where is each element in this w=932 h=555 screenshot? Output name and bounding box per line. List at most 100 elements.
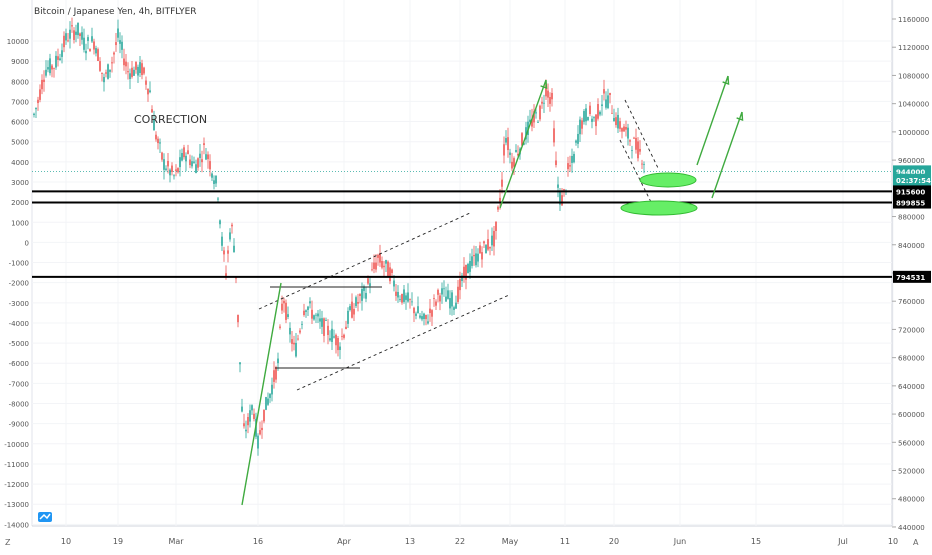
candle-body	[389, 267, 391, 282]
left-tick-label: 9000	[11, 58, 29, 66]
candle-body	[463, 266, 465, 277]
candle-body	[53, 68, 55, 70]
candle-body	[469, 261, 471, 272]
candle-body	[471, 256, 473, 266]
candle-body	[525, 127, 527, 140]
candle-body	[313, 315, 315, 320]
candle-body	[339, 346, 341, 350]
candle-body	[43, 79, 45, 82]
candle-body	[609, 92, 611, 95]
candle-body	[489, 246, 491, 249]
candle-body	[115, 42, 117, 46]
left-tick-label: -6000	[9, 360, 29, 368]
candle-body	[325, 320, 327, 322]
candle-body	[203, 143, 205, 146]
candle-body	[361, 288, 363, 301]
right-axis[interactable]: 1160000 1120000 1080000 1040000 1000000 96000…	[892, 16, 931, 532]
candle-body	[563, 189, 565, 191]
candle-body	[293, 342, 295, 345]
candle-body	[359, 294, 361, 296]
candle-body	[85, 50, 87, 54]
timezone-corner-label[interactable]: Z	[5, 538, 11, 547]
candle-body	[403, 289, 405, 302]
candle-body	[101, 72, 103, 74]
candle-body	[321, 318, 323, 327]
candle-body	[39, 89, 41, 100]
left-tick-label: -13000	[4, 501, 29, 509]
candle-body	[569, 165, 571, 167]
projection-arrow	[711, 111, 743, 199]
candle-body	[497, 206, 499, 210]
candle-body	[225, 273, 227, 278]
candle-body	[365, 292, 367, 299]
candle-body	[229, 232, 231, 240]
price-label-text: 899855	[896, 200, 925, 208]
time-tick-label: 19	[113, 537, 123, 546]
price-label-text: 02:37:54	[896, 177, 931, 185]
candle-body	[417, 306, 419, 314]
candle-body	[171, 165, 173, 172]
candle-body	[605, 99, 607, 108]
candle-body	[113, 52, 115, 55]
candle-body	[331, 328, 333, 342]
candle-body	[619, 121, 621, 129]
candle-body	[199, 153, 201, 159]
candle-body	[181, 153, 183, 161]
projection-arrow	[696, 75, 729, 166]
candle-body	[449, 298, 451, 309]
candle-body	[425, 314, 427, 320]
candle-body	[289, 327, 291, 335]
candle-body	[65, 33, 67, 41]
candle-body	[105, 72, 107, 74]
candle-body	[205, 154, 207, 160]
candle-body	[245, 429, 247, 432]
candle-body	[341, 336, 343, 337]
candle-body	[461, 275, 463, 282]
candle-body	[631, 150, 633, 152]
candle-body	[455, 302, 457, 309]
candle-body	[209, 161, 211, 170]
time-axis[interactable]: 10 19 Mar 16 Apr 13 22 May 11 20 Jun 15 Jul 10	[61, 537, 898, 546]
candle-body	[625, 127, 627, 130]
candle-body	[391, 269, 393, 274]
candle-body	[467, 263, 469, 274]
candle-body	[349, 306, 351, 311]
left-tick-label: 0	[25, 239, 29, 247]
candle-body	[531, 118, 533, 127]
candle-body	[87, 37, 89, 41]
candle-body	[91, 36, 93, 42]
left-tick-label: 7000	[11, 98, 29, 106]
candle-body	[499, 197, 501, 203]
candle-body	[135, 61, 137, 70]
candle-body	[337, 338, 339, 351]
candle-body	[253, 413, 255, 419]
candle-body	[33, 113, 35, 116]
candle-body	[597, 104, 599, 119]
candle-body	[97, 49, 99, 62]
candle-body	[119, 40, 121, 44]
candle-body	[295, 342, 297, 357]
candle-body	[145, 80, 147, 85]
left-tick-label: -3000	[9, 300, 29, 308]
target-zone-upper	[639, 172, 697, 188]
left-tick-label: 8000	[11, 78, 29, 86]
candle-body	[513, 158, 515, 167]
candle-body	[451, 292, 453, 307]
left-tick-label: -1000	[9, 260, 29, 268]
candle-body	[63, 35, 65, 48]
price-label-text: 915600	[896, 188, 925, 196]
candle-body	[327, 325, 329, 336]
candle-body	[303, 310, 305, 316]
candle-body	[547, 90, 549, 98]
tradingview-logo-icon[interactable]	[38, 512, 52, 522]
candle-body	[437, 289, 439, 295]
candle-body	[285, 302, 287, 320]
candle-body	[533, 111, 535, 123]
candle-body	[617, 114, 619, 129]
auto-scale-label[interactable]: A	[913, 538, 919, 547]
candle-body	[89, 49, 91, 52]
trend-line	[296, 294, 510, 391]
candle-body	[641, 163, 643, 165]
